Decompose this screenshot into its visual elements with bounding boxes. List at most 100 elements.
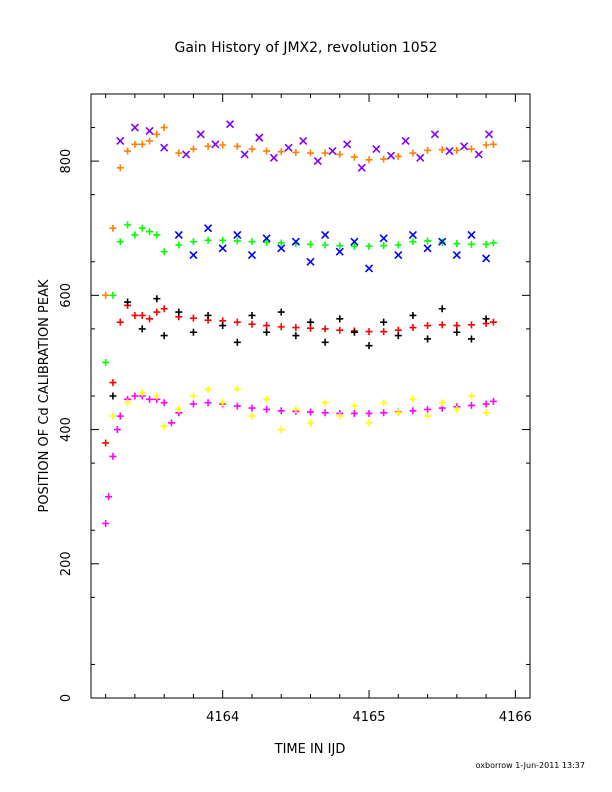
- data-point: [365, 419, 373, 427]
- series-7: [109, 385, 490, 434]
- data-point: [277, 239, 285, 247]
- data-point: [489, 239, 497, 247]
- data-point: [394, 409, 402, 417]
- y-tick-label: 600: [59, 283, 74, 308]
- data-point: [299, 136, 308, 146]
- data-point: [116, 318, 124, 326]
- data-point: [335, 247, 344, 256]
- series-4: [102, 301, 497, 447]
- data-point: [189, 238, 197, 246]
- data-point: [453, 405, 461, 413]
- x-tick-label: 4166: [499, 710, 532, 725]
- data-point: [102, 439, 110, 447]
- data-point: [109, 392, 117, 400]
- data-point: [409, 311, 417, 319]
- data-point: [153, 231, 161, 239]
- data-point: [102, 358, 110, 366]
- data-point: [467, 240, 475, 248]
- data-point: [277, 407, 285, 415]
- data-point: [350, 402, 358, 410]
- data-point: [160, 248, 168, 256]
- data-point: [277, 323, 285, 331]
- data-point: [467, 230, 476, 239]
- data-point: [248, 320, 256, 328]
- data-point: [453, 328, 461, 336]
- data-point: [336, 326, 344, 334]
- data-point: [138, 325, 146, 333]
- data-point: [453, 322, 461, 330]
- data-point: [263, 238, 271, 246]
- data-point: [350, 242, 358, 250]
- data-point: [321, 409, 329, 417]
- data-point: [219, 141, 227, 149]
- data-point: [263, 322, 271, 330]
- data-point: [248, 238, 256, 246]
- data-point: [196, 130, 205, 139]
- data-point: [204, 236, 212, 244]
- data-point: [409, 324, 417, 332]
- data-point: [174, 230, 183, 239]
- data-point: [409, 395, 417, 403]
- data-point: [218, 244, 227, 253]
- data-point: [453, 240, 461, 248]
- data-point: [175, 308, 183, 316]
- data-point: [438, 146, 446, 154]
- data-point: [292, 148, 300, 156]
- data-point: [372, 144, 381, 154]
- data-point: [277, 244, 286, 253]
- data-point: [116, 412, 124, 420]
- data-point: [131, 140, 139, 148]
- data-point: [474, 150, 483, 159]
- data-point: [109, 379, 117, 387]
- data-point: [160, 399, 168, 407]
- series-6: [102, 392, 497, 528]
- data-point: [394, 152, 402, 160]
- x-tick-label: 4165: [352, 710, 385, 725]
- data-point: [321, 149, 329, 157]
- data-point: [189, 400, 197, 408]
- data-point: [204, 142, 212, 150]
- data-point: [138, 224, 146, 232]
- data-point: [263, 328, 271, 336]
- y-axis-label: POSITION OF Cd CALIBRATION PEAK: [37, 279, 52, 512]
- y-tick-label: 800: [59, 149, 74, 174]
- data-point: [489, 140, 497, 148]
- data-point: [130, 123, 139, 132]
- data-point: [328, 146, 337, 156]
- series-5: [109, 295, 490, 400]
- data-point: [482, 409, 490, 417]
- data-point: [225, 120, 235, 129]
- data-point: [189, 314, 197, 322]
- data-point: [467, 401, 475, 409]
- data-point: [424, 237, 432, 245]
- data-point: [109, 291, 117, 299]
- data-point: [175, 405, 183, 413]
- data-point: [160, 332, 168, 340]
- x-axis: 4164 4165 4166: [105, 94, 532, 725]
- data-point: [284, 143, 293, 152]
- data-point: [424, 322, 432, 330]
- data-point: [489, 397, 497, 405]
- data-point: [307, 240, 314, 248]
- data-point: [482, 400, 490, 408]
- data-point: [131, 392, 139, 400]
- data-point: [255, 133, 264, 142]
- data-point: [262, 234, 271, 243]
- data-point: [424, 146, 432, 154]
- data-point: [357, 163, 366, 172]
- data-point: [124, 221, 132, 229]
- data-point: [160, 422, 168, 430]
- data-point: [277, 148, 285, 156]
- data-point: [438, 305, 446, 313]
- data-point: [233, 385, 241, 393]
- x-axis-label: TIME IN IJD: [274, 742, 346, 757]
- data-point: [146, 137, 154, 145]
- data-point: [189, 251, 198, 260]
- data-point: [124, 147, 132, 155]
- data-point: [219, 322, 227, 330]
- series-0: [102, 124, 497, 299]
- data-point: [109, 224, 117, 232]
- data-point: [146, 395, 154, 403]
- data-point: [248, 311, 256, 319]
